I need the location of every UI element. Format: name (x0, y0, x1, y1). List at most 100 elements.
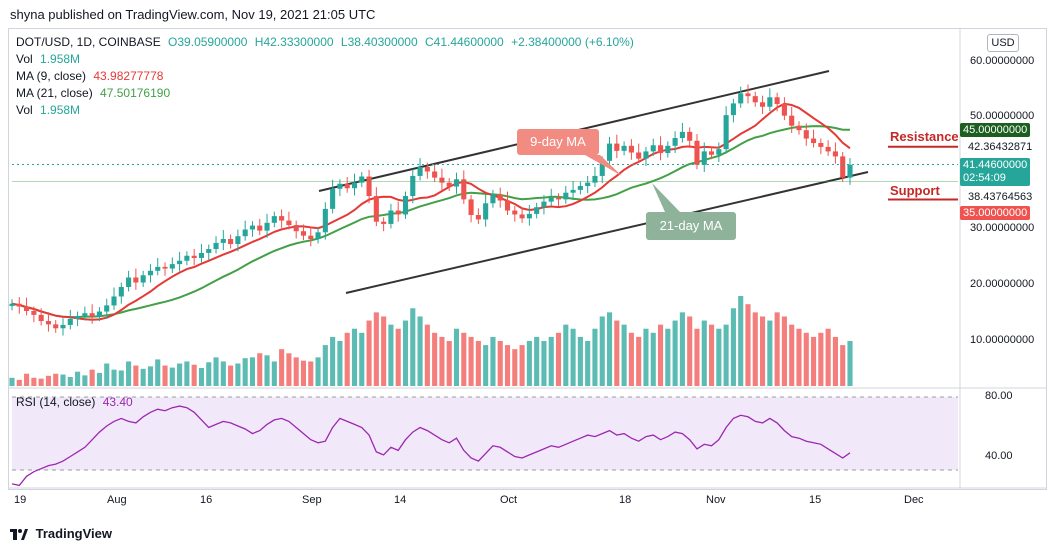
candle-body (592, 175, 598, 183)
close-value: C41.44600000 (424, 35, 504, 49)
volume-bar (548, 336, 554, 386)
candle-body (453, 179, 460, 187)
volume-bar (351, 328, 358, 386)
volume-bar (184, 361, 190, 386)
currency-button[interactable]: USD (987, 34, 1019, 52)
candle-body (665, 145, 671, 154)
volume-bar (300, 360, 307, 386)
vol2-legend[interactable]: Vol 1.958M (16, 103, 84, 117)
rsi-panel (11, 396, 958, 487)
volume-bar (796, 328, 802, 386)
resistance-price-tag: 45.00000000 (960, 123, 1031, 137)
volume-bar (315, 357, 321, 386)
volume-bar (322, 345, 328, 386)
volume-bar (16, 379, 22, 386)
ma9-path (11, 102, 851, 321)
volume-bar (781, 316, 787, 386)
candle-body (344, 183, 350, 189)
candle-body (249, 225, 256, 230)
candle-body (75, 316, 81, 319)
candle-body (818, 143, 824, 147)
time-tick-16: 16 (200, 494, 213, 506)
volume-bar (847, 341, 853, 386)
ma21-callout-pointer (652, 183, 680, 212)
candle-body (847, 164, 853, 178)
ma9-line (11, 102, 851, 321)
open-value: O39.05900000 (168, 35, 248, 49)
time-tick-18: 18 (619, 494, 632, 506)
volume-bar (687, 316, 693, 386)
volume-bar (694, 328, 700, 386)
candle-body (504, 200, 511, 211)
candle-body (483, 203, 489, 220)
candle-body (60, 324, 66, 329)
candle-body (257, 225, 263, 231)
volume-bar (53, 373, 59, 386)
candle-body (446, 182, 452, 187)
candle-body (104, 305, 110, 312)
candle-body (184, 255, 190, 261)
volume-bar (89, 369, 95, 386)
volume-bar (279, 349, 285, 386)
volume-bar (832, 336, 838, 386)
candle-body (395, 210, 401, 215)
candle-body (235, 236, 241, 245)
candle-body (636, 152, 642, 159)
volume-bar (249, 357, 256, 386)
candle-body (760, 102, 766, 107)
candle-body (708, 151, 715, 155)
time-tick-dec: Dec (904, 494, 924, 506)
candle-body (781, 103, 787, 116)
candle-body (424, 167, 430, 172)
channel-lower-line (345, 171, 869, 294)
volume-bar (818, 332, 824, 386)
ma21-legend[interactable]: MA (21, close) 47.50176190 (16, 86, 174, 100)
candle-body (31, 310, 37, 315)
candle-body (381, 221, 387, 224)
candle-body (402, 196, 409, 215)
volume-bar (308, 361, 314, 386)
volume-bar (111, 369, 117, 386)
volume-bar (9, 377, 15, 386)
candle-body (752, 96, 758, 103)
volume-bar (563, 324, 569, 386)
volume-bar (475, 341, 481, 386)
candle-body (439, 177, 445, 183)
volume-bar (621, 324, 627, 386)
candle-body (271, 216, 277, 223)
candle-body (118, 286, 124, 297)
symbol-label[interactable]: DOT/USD, 1D, COINBASE (16, 35, 161, 49)
volume-bar (825, 328, 831, 386)
ma21-callout: 21-day MA (646, 212, 736, 240)
candle-body (555, 197, 562, 200)
rsi-line (11, 405, 851, 487)
volume-bar (504, 345, 511, 386)
volume-bar (388, 324, 394, 386)
volume-bar (541, 341, 547, 386)
volume-bar (592, 328, 598, 386)
candle-body (308, 235, 314, 240)
ma9-price-tag: 42.36432871 (968, 141, 1033, 153)
volume-bar (359, 332, 365, 386)
candle-body (351, 182, 358, 189)
vol-legend: Vol 1.958M (16, 52, 84, 66)
volume-bar (774, 312, 780, 386)
candle-body (614, 143, 620, 151)
volume-bar (82, 375, 88, 386)
rsi-legend[interactable]: RSI (14, close) 43.40 (16, 395, 137, 409)
change-value: +2.38400000 (+6.10%) (511, 35, 634, 49)
volume-bar (424, 324, 430, 386)
volume-bar (483, 345, 489, 386)
candle-body (286, 220, 292, 226)
price-tick-10: 10.00000000 (970, 334, 1035, 346)
ma9-legend[interactable]: MA (9, close) 43.98277778 (16, 69, 167, 83)
candle-body (417, 167, 423, 176)
tradingview-logo[interactable]: TradingView (10, 526, 112, 541)
candle-body (293, 225, 299, 232)
candle-body (228, 239, 234, 245)
volume-bar (701, 320, 707, 386)
last-price-value: 41.44600000 (963, 159, 1028, 171)
volume-bar (461, 332, 467, 386)
candle-body (432, 171, 438, 178)
